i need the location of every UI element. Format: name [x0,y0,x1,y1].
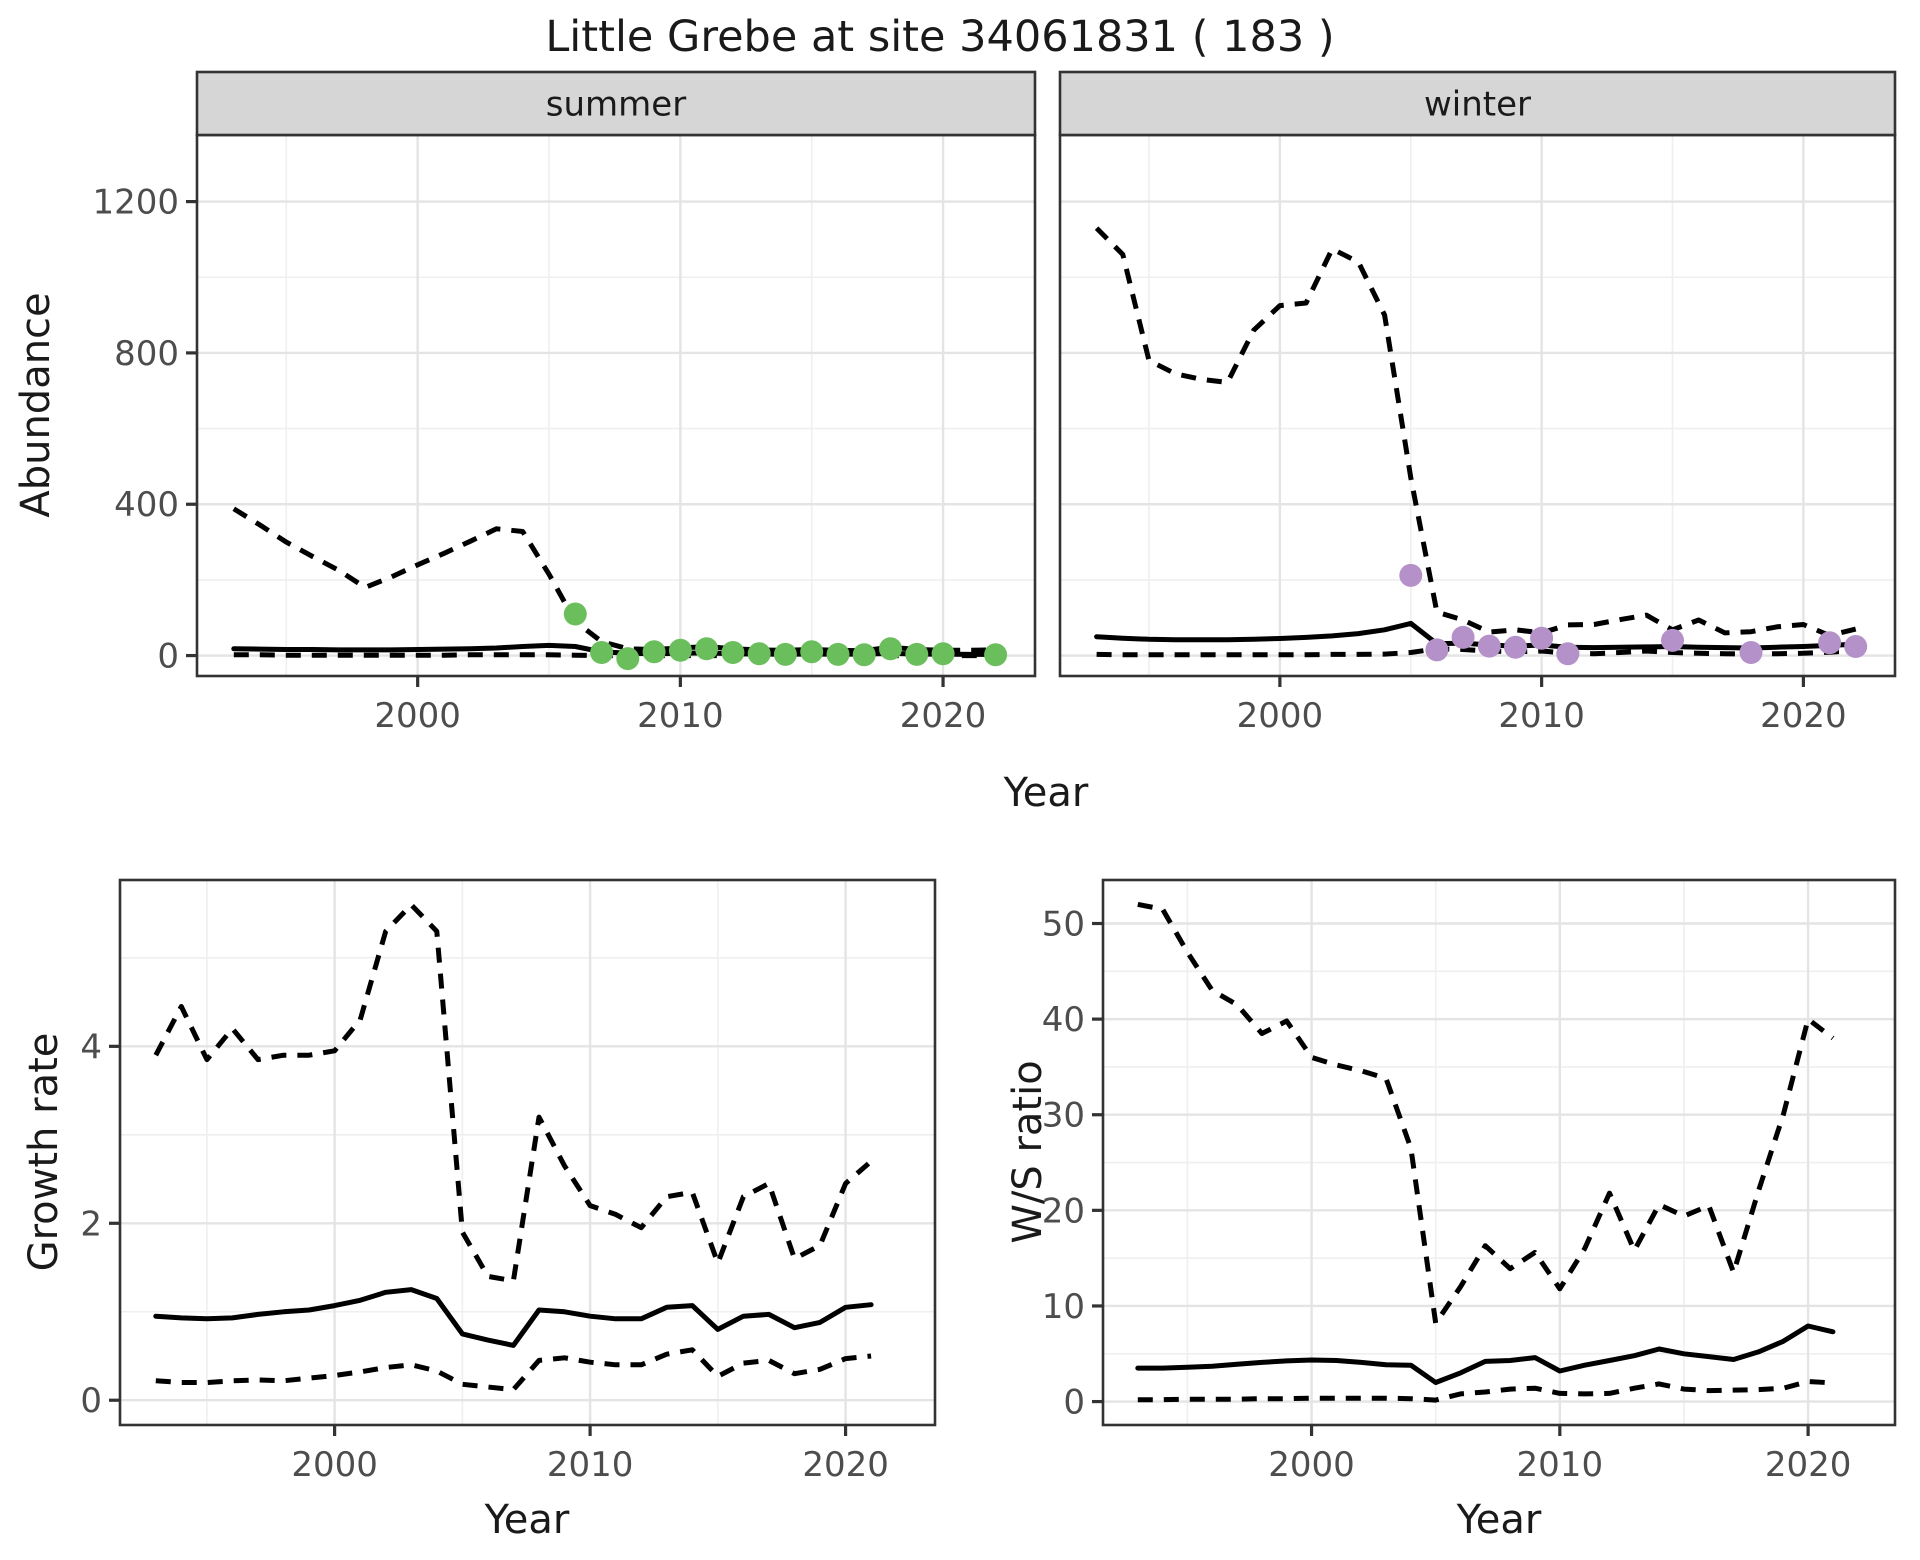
observed-counts-summer-point [905,642,929,666]
y-tick-label: 0 [1063,1383,1085,1423]
observed-counts-winter-point [1530,626,1554,650]
observed-counts-summer-point [747,642,771,666]
panel-series [1135,901,1836,1403]
y-axis-title-ws-ratio: W/S ratio [1005,1060,1051,1244]
series-upper_ci [1094,226,1857,638]
x-tick-label: 2020 [1765,1445,1852,1485]
series-lower_ci [1137,1379,1834,1403]
observed-counts-summer-point [879,637,902,661]
observed-counts-summer-point [721,641,745,664]
observed-counts-summer-point [984,643,1008,667]
facet-strip [195,70,1037,137]
y-axis-title-abundance: Abundance [13,292,59,518]
y-tick-label: 4 [80,1027,102,1067]
observed-counts-summer-point [695,637,719,661]
panel-border [1101,878,1897,1427]
panel-series [1094,226,1868,666]
x-tick-label: 2010 [547,1445,634,1485]
observed-counts-winter-point [1399,563,1423,587]
x-tick-label: 2000 [1237,696,1324,736]
y-tick-label: 50 [1042,905,1085,945]
x-tick-label: 2020 [1760,696,1847,736]
observed-counts-summer-point [773,642,797,666]
observed-counts-winter-point [1739,641,1763,664]
observed-counts-summer-point [668,638,692,662]
observed-counts-winter-point [1661,628,1684,652]
panel-ws-ratio: 2000 2010 2020 0 10 20 30 40 50 [1042,878,1897,1485]
y-tick-label: 0 [80,1381,102,1421]
y-tick-label: 1200 [92,183,179,223]
y-tick-label: 30 [1042,1096,1085,1136]
x-tick-label: 2020 [900,696,987,736]
y-tick-label: 40 [1042,1000,1085,1040]
y-tick-label: 800 [114,334,179,374]
series-median [153,1287,874,1348]
x-tick-label: 2000 [1268,1445,1355,1485]
x-axis-title-growth-rate: Year [484,1497,570,1543]
panel-background [1060,135,1895,676]
observed-counts-summer-point [826,642,850,666]
x-tick-label: 2020 [802,1445,889,1485]
panel-series [153,902,874,1393]
series-lower_ci [1096,646,1856,658]
x-axis-title-top: Year [1003,770,1089,816]
observed-counts-summer-point [642,640,666,664]
observed-counts-winter-point [1451,625,1475,649]
plot-title: Little Grebe at site 34061831 ( 183 ) [545,12,1335,62]
x-tick-label: 2010 [637,696,724,736]
panel-border [118,878,937,1427]
y-axis-title-growth-rate: Growth rate [21,1032,67,1272]
y-tick-label: 10 [1042,1287,1085,1327]
x-tick-label: 2010 [1517,1445,1604,1485]
series-lower_ci [155,1347,872,1393]
observed-counts-winter-point [1844,635,1868,658]
observed-counts-winter-point [1425,638,1449,662]
y-tick-label: 400 [114,485,179,525]
x-tick-label: 2000 [291,1445,378,1485]
panel-background [120,880,935,1425]
panel-series [231,506,1008,671]
facet-strip [1058,70,1897,137]
facet-label-summer: summer [546,85,686,125]
observed-counts-summer-point [800,640,824,664]
y-tick-label: 0 [157,637,179,677]
x-axis-title-ws-ratio: Year [1456,1497,1542,1543]
panel-background [197,135,1035,676]
panel-growth-rate: 2000 2010 2020 0 2 4 [80,878,937,1485]
observed-counts-winter-point [1477,634,1501,658]
y-tick-label: 20 [1042,1191,1085,1231]
observed-counts-summer-point [590,641,614,664]
panel-abundance-summer: summer 2000 2010 2020 0 400 800 1200 [92,70,1037,736]
observed-counts-winter-point [1818,631,1842,655]
facet-label-winter: winter [1424,85,1531,125]
observed-counts-winter-point [1556,642,1580,666]
series-median [1094,620,1859,651]
series-upper_ci [1137,901,1835,1326]
observed-counts-winter-point [1504,635,1527,659]
panel-abundance-winter: winter 2000 2010 2020 [1058,70,1897,736]
observed-counts-summer-point [563,602,587,626]
observed-counts-summer-point [616,647,640,671]
x-tick-label: 2010 [1498,696,1585,736]
x-tick-label: 2000 [374,696,461,736]
series-upper_ci [153,902,873,1284]
y-tick-label: 2 [80,1204,102,1244]
series-median [1135,1323,1836,1385]
observed-counts-summer-point [852,643,876,667]
observed-counts-summer-point [931,642,955,666]
